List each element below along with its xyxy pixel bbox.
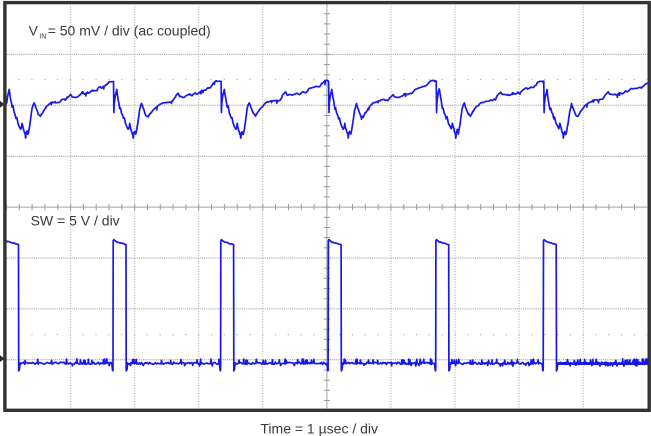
- svg-text:V: V: [29, 23, 39, 39]
- svg-text:Time = 1 µsec / div: Time = 1 µsec / div: [260, 421, 378, 436]
- svg-text:IN: IN: [39, 34, 46, 41]
- svg-text:= 50 mV / div (ac coupled): = 50 mV / div (ac coupled): [48, 23, 211, 39]
- svg-text:SW = 5 V / div: SW = 5 V / div: [31, 213, 120, 229]
